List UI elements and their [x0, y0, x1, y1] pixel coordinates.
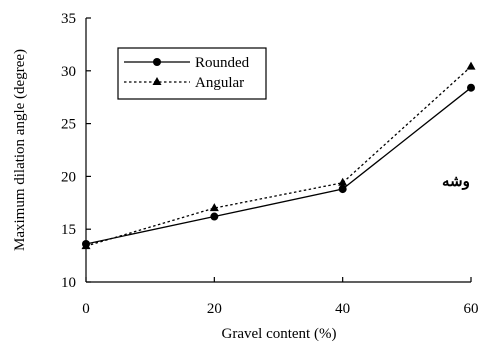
legend-label-angular: Angular: [195, 75, 244, 91]
legend-marker-angular: [152, 77, 162, 85]
x-tick-label: 40: [335, 301, 350, 317]
axes: [85, 18, 471, 283]
y-tick-label: 10: [61, 275, 76, 291]
data-point-angular: [81, 241, 91, 250]
y-tick-label: 35: [61, 11, 76, 27]
series-line-angular: [85, 66, 472, 247]
legend-label-rounded: Rounded: [195, 55, 250, 71]
x-axis-ticks: 0 20 40 60: [82, 277, 479, 317]
data-point-rounded: [210, 212, 219, 221]
y-tick-label: 20: [61, 169, 76, 185]
x-tick-label: 60: [464, 301, 479, 317]
x-axis-label: Gravel content (%): [222, 326, 337, 342]
data-point-rounded: [338, 185, 347, 194]
data-point-angular: [466, 61, 476, 70]
legend-box: [117, 47, 267, 100]
y-tick-label: 30: [61, 64, 76, 80]
series-line-rounded: [85, 87, 472, 245]
data-point-angular: [338, 177, 348, 186]
y-axis-ticks: 10 15 20 25 30 35: [61, 11, 91, 291]
y-axis-label: Maximum dilation angle (degree): [12, 49, 28, 251]
legend: Rounded Angular: [117, 47, 267, 100]
y-tick-label: 15: [61, 222, 76, 238]
y-tick-label: 25: [61, 117, 76, 133]
data-point-angular: [209, 203, 219, 212]
annotation-text: وشه: [442, 174, 470, 190]
legend-marker-rounded: [153, 58, 161, 66]
series-layer: [81, 61, 476, 250]
x-tick-label: 0: [82, 301, 90, 317]
data-point-rounded: [467, 83, 475, 92]
x-tick-label: 20: [207, 301, 222, 317]
